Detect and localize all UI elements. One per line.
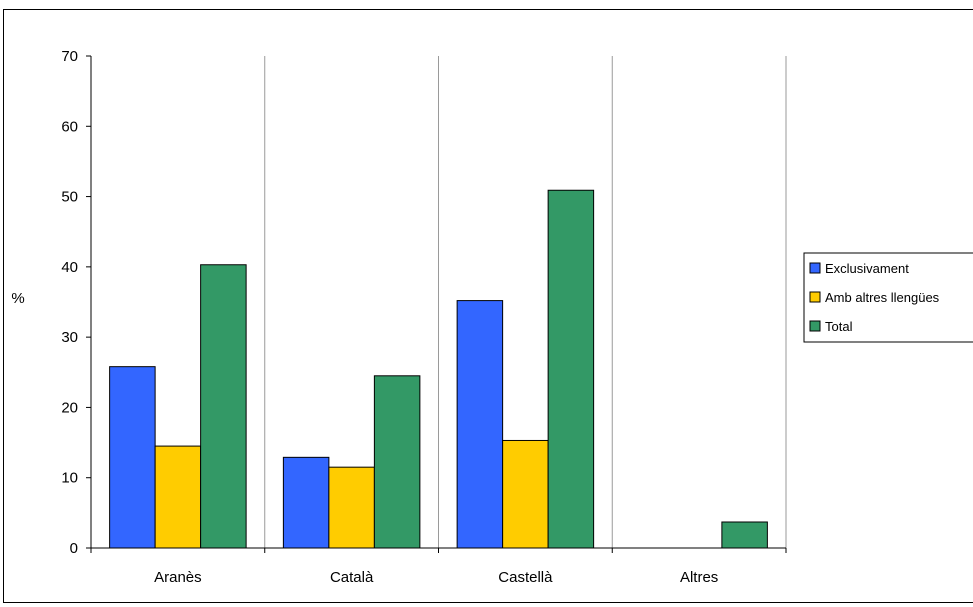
bar-total bbox=[373, 375, 421, 549]
legend bbox=[803, 252, 973, 343]
y-tick-label: 60 bbox=[61, 118, 78, 135]
legend-label: Exclusivament bbox=[825, 261, 909, 276]
bar-total bbox=[547, 189, 595, 549]
bar-amb-altres-lleng-es bbox=[328, 466, 375, 549]
y-tick-label: 10 bbox=[61, 470, 78, 487]
y-tick-label: 40 bbox=[61, 259, 78, 276]
legend-label: Amb altres llengües bbox=[825, 290, 940, 305]
bar-amb-altres-lleng-es bbox=[502, 439, 549, 549]
x-category-label: Castellà bbox=[498, 569, 553, 586]
bar-total bbox=[721, 521, 768, 549]
bar-total bbox=[200, 264, 247, 549]
bar-exclusivament bbox=[109, 366, 156, 549]
y-tick-label: 70 bbox=[61, 48, 78, 65]
legend-swatch bbox=[809, 262, 821, 274]
x-category-label: Català bbox=[330, 569, 374, 586]
y-tick-label: 30 bbox=[61, 329, 78, 346]
bar-amb-altres-lleng-es bbox=[154, 445, 202, 549]
y-axis-label: % bbox=[11, 290, 24, 307]
y-tick-label: 50 bbox=[61, 189, 78, 206]
bar-exclusivament bbox=[282, 456, 330, 549]
y-tick-label: 0 bbox=[70, 540, 78, 557]
legend-swatch bbox=[809, 291, 821, 303]
x-category-label: Altres bbox=[680, 569, 718, 586]
y-tick-label: 20 bbox=[61, 399, 78, 416]
legend-swatch bbox=[809, 320, 821, 332]
x-category-label: Aranès bbox=[154, 569, 202, 586]
bar-exclusivament bbox=[456, 300, 504, 549]
legend-label: Total bbox=[825, 319, 853, 334]
